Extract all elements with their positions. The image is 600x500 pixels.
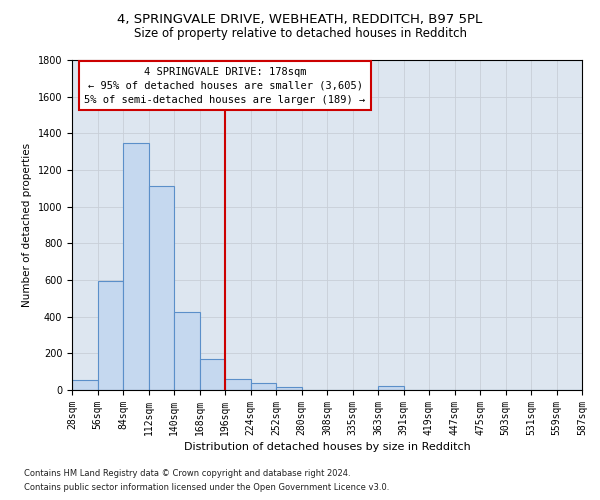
Bar	[72, 380, 97, 390]
Y-axis label: Number of detached properties: Number of detached properties	[22, 143, 32, 307]
Bar	[378, 386, 404, 390]
Text: 4 SPRINGVALE DRIVE: 178sqm
← 95% of detached houses are smaller (3,605)
5% of se: 4 SPRINGVALE DRIVE: 178sqm ← 95% of deta…	[85, 66, 365, 104]
Bar	[123, 144, 149, 390]
Text: Size of property relative to detached houses in Redditch: Size of property relative to detached ho…	[133, 28, 467, 40]
Bar	[225, 379, 251, 390]
Text: Contains HM Land Registry data © Crown copyright and database right 2024.: Contains HM Land Registry data © Crown c…	[24, 468, 350, 477]
Text: Contains public sector information licensed under the Open Government Licence v3: Contains public sector information licen…	[24, 484, 389, 492]
Bar	[251, 382, 276, 390]
Bar	[149, 186, 174, 390]
Bar	[276, 387, 302, 390]
Text: 4, SPRINGVALE DRIVE, WEBHEATH, REDDITCH, B97 5PL: 4, SPRINGVALE DRIVE, WEBHEATH, REDDITCH,…	[118, 12, 482, 26]
Bar	[97, 281, 123, 390]
Bar	[199, 359, 225, 390]
Bar	[174, 312, 199, 390]
X-axis label: Distribution of detached houses by size in Redditch: Distribution of detached houses by size …	[184, 442, 470, 452]
